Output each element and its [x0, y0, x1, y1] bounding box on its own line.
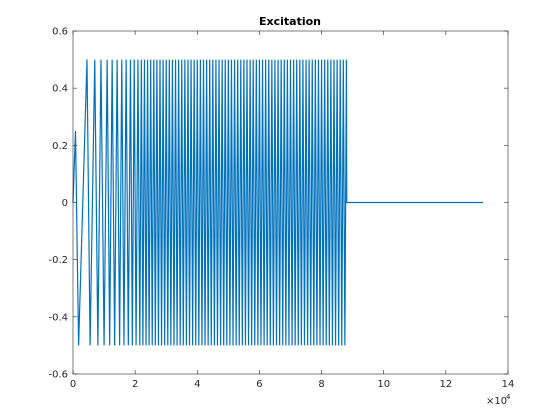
x-tick-label: 8: [318, 379, 324, 390]
x-multiplier: ×10: [486, 396, 507, 407]
x-tick-label: 0: [70, 379, 76, 390]
chart-title: Excitation: [259, 15, 321, 28]
y-tick-label: 0.2: [52, 141, 68, 152]
y-tick-label: -0.6: [48, 370, 68, 381]
x-tick-label: 14: [502, 379, 515, 390]
x-multiplier-exponent: 4: [506, 393, 511, 401]
y-tick-label: -0.4: [48, 312, 68, 323]
x-tick-label: 10: [377, 379, 390, 390]
x-tick-label: 6: [256, 379, 262, 390]
y-tick-label: 0.4: [52, 84, 68, 95]
x-tick-label: 4: [194, 379, 200, 390]
signal-line: [72, 59, 484, 346]
y-tick-label: 0: [62, 198, 68, 209]
x-tick-label: 2: [132, 379, 138, 390]
y-tick-label: 0.6: [52, 27, 68, 38]
x-tick-label: 12: [439, 379, 452, 390]
y-tick-label: -0.2: [48, 255, 68, 266]
